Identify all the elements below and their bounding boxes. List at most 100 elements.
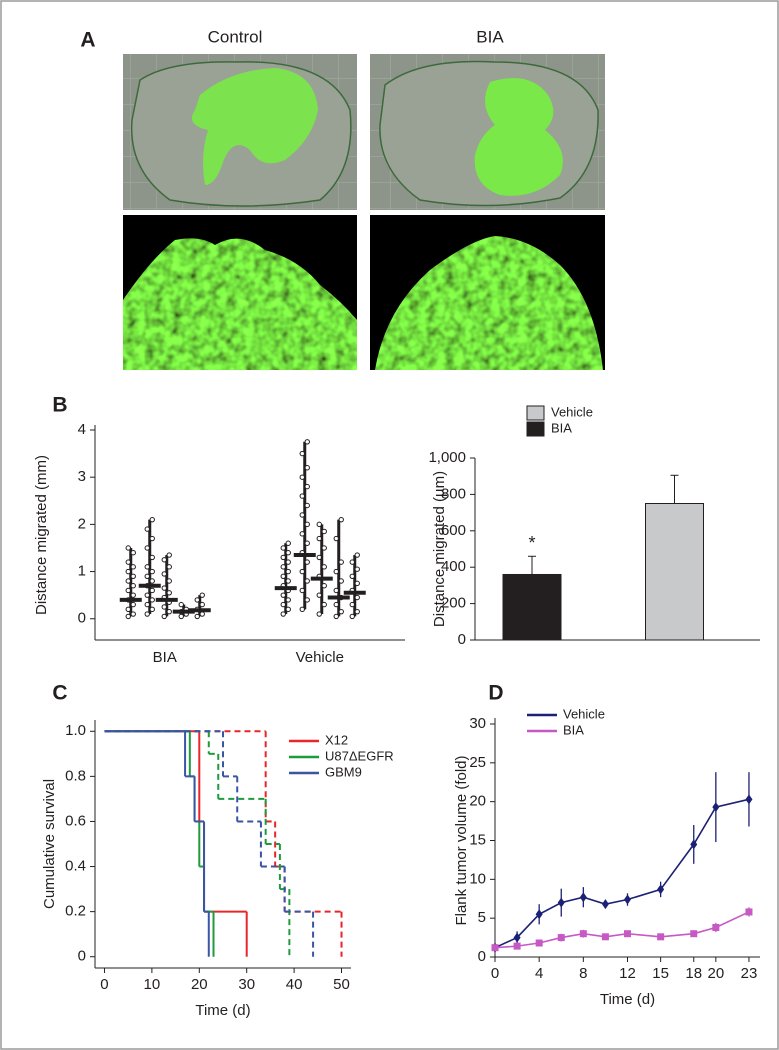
point (166, 590, 172, 596)
point (178, 601, 184, 608)
y-tick-label: 20 (469, 793, 486, 810)
y-tick-label: 0 (478, 948, 486, 965)
x-tick-label: 15 (652, 965, 669, 982)
point (333, 568, 339, 575)
point (316, 592, 322, 598)
point (354, 552, 360, 558)
point (130, 601, 136, 608)
y-tick-label: 0.8 (65, 767, 86, 784)
point (130, 592, 136, 598)
point (166, 552, 172, 558)
point (285, 578, 291, 584)
point (144, 611, 150, 617)
point (304, 483, 310, 490)
y-tick-label: 1.0 (65, 722, 86, 739)
point (299, 606, 305, 613)
x-tick-label: Vehicle (296, 649, 344, 666)
point (280, 611, 286, 617)
point (130, 611, 136, 617)
image-control-section (123, 54, 357, 210)
panel-label: C (52, 682, 67, 705)
point (125, 613, 131, 620)
y-tick-label: 1 (78, 563, 86, 580)
image-bia-fluorescence (370, 215, 605, 370)
point (199, 611, 205, 617)
point (321, 564, 327, 570)
point (321, 545, 327, 551)
legend-swatch (526, 421, 545, 437)
marker (657, 933, 665, 941)
point (161, 557, 167, 563)
marker (535, 909, 543, 920)
point (149, 606, 155, 613)
point (166, 564, 172, 570)
y-tick-label: 600 (441, 522, 466, 539)
legend-label: BIA (563, 722, 584, 737)
point (161, 613, 167, 620)
marker (491, 944, 499, 952)
point (321, 583, 327, 589)
point (299, 531, 305, 537)
point (338, 559, 344, 565)
marker (712, 923, 720, 931)
point (125, 559, 131, 565)
point (338, 516, 344, 523)
point (285, 549, 291, 556)
legend-label: BIA (551, 420, 572, 435)
point (280, 554, 286, 561)
point (130, 573, 136, 579)
point (304, 502, 310, 509)
point (144, 592, 150, 598)
x-axis-label: Time (d) (600, 991, 655, 1008)
point (304, 465, 310, 471)
x-tick-label: 40 (286, 976, 303, 993)
x-tick-label: 18 (685, 965, 702, 982)
point (285, 568, 291, 575)
point (125, 578, 131, 584)
point (125, 568, 131, 575)
point (149, 597, 155, 603)
y-tick-label: 15 (469, 831, 486, 848)
y-axis-label: Distance migrated (mm) (33, 455, 50, 615)
point (299, 587, 305, 594)
point (161, 571, 167, 577)
point (130, 583, 136, 589)
y-tick-label: 400 (441, 558, 466, 575)
point (354, 566, 360, 572)
point (321, 601, 327, 608)
point (349, 613, 355, 620)
x-tick-label: 50 (333, 976, 350, 993)
x-tick-label: 0 (491, 965, 499, 982)
point (338, 578, 344, 584)
y-tick-label: 200 (441, 595, 466, 612)
marker (513, 942, 521, 950)
y-tick-label: 3 (78, 468, 86, 485)
point (304, 578, 310, 584)
point (349, 601, 355, 608)
point (304, 439, 310, 445)
point (299, 568, 305, 575)
point (125, 606, 131, 613)
marker (690, 839, 698, 850)
point (280, 601, 286, 608)
point (125, 587, 131, 594)
point (316, 535, 322, 542)
point (280, 545, 286, 551)
significance: * (528, 533, 535, 553)
image-control-fluorescence (123, 215, 357, 370)
legend-label: Vehicle (551, 404, 593, 419)
point (354, 580, 360, 587)
legend-label: Vehicle (563, 706, 605, 721)
point (149, 516, 155, 523)
panel-label: D (488, 682, 503, 705)
y-axis-label: Distance migrated (µm) (431, 471, 448, 627)
legend-label: X12 (325, 732, 348, 747)
marker (690, 930, 698, 938)
image-bia-section (370, 54, 605, 210)
y-tick-label: 4 (78, 421, 86, 438)
y-axis-label: Cumulative survival (41, 779, 58, 909)
point (316, 554, 322, 561)
legend-swatch (526, 405, 545, 421)
point (125, 545, 131, 551)
point (299, 474, 305, 480)
